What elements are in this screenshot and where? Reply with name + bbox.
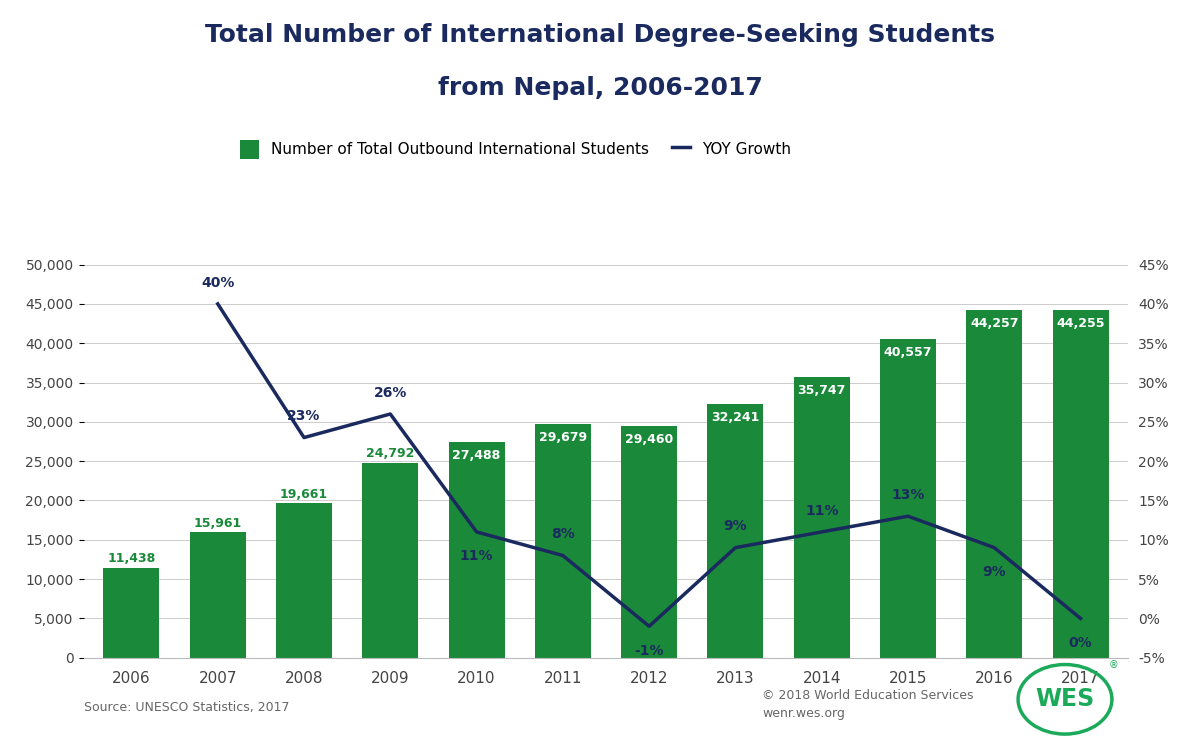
Text: 27,488: 27,488 (452, 448, 500, 462)
Text: 11%: 11% (805, 503, 839, 518)
Bar (880, 339, 936, 658)
Text: 26%: 26% (373, 386, 407, 400)
Text: wenr.wes.org: wenr.wes.org (762, 707, 845, 720)
Text: 11,438: 11,438 (107, 553, 156, 565)
Text: from Nepal, 2006-2017: from Nepal, 2006-2017 (438, 76, 762, 100)
Bar (276, 503, 332, 658)
Text: 44,255: 44,255 (1056, 317, 1105, 330)
Text: Source: UNESCO Statistics, 2017: Source: UNESCO Statistics, 2017 (84, 702, 289, 714)
Text: 40,557: 40,557 (883, 346, 932, 359)
Text: 40%: 40% (202, 276, 234, 290)
Bar (535, 424, 590, 658)
Bar (793, 376, 850, 658)
Text: 44,257: 44,257 (970, 317, 1019, 330)
Text: 32,241: 32,241 (712, 411, 760, 424)
Text: -1%: -1% (635, 643, 664, 658)
Bar (103, 568, 160, 658)
Bar (1052, 310, 1109, 658)
Text: 8%: 8% (551, 528, 575, 541)
Bar (622, 426, 677, 658)
Bar (966, 310, 1022, 658)
Bar (190, 532, 246, 658)
Text: Total Number of International Degree-Seeking Students: Total Number of International Degree-See… (205, 23, 995, 47)
Text: 9%: 9% (983, 565, 1006, 579)
Text: 29,679: 29,679 (539, 432, 587, 445)
Text: 11%: 11% (460, 549, 493, 563)
Bar (707, 404, 763, 658)
Text: WES: WES (1036, 687, 1094, 711)
Text: © 2018 World Education Services: © 2018 World Education Services (762, 689, 973, 702)
Text: 29,460: 29,460 (625, 433, 673, 446)
Text: 19,661: 19,661 (280, 488, 328, 500)
Bar (449, 442, 505, 658)
Legend: Number of Total Outbound International Students, YOY Growth: Number of Total Outbound International S… (240, 140, 792, 159)
Text: ®: ® (1109, 661, 1118, 671)
Bar (362, 463, 419, 658)
Text: 15,961: 15,961 (193, 517, 242, 530)
Text: 13%: 13% (892, 488, 925, 502)
Text: 35,747: 35,747 (798, 384, 846, 397)
Text: 0%: 0% (1069, 636, 1092, 649)
Text: 23%: 23% (287, 410, 320, 423)
Text: 9%: 9% (724, 519, 748, 534)
Text: 24,792: 24,792 (366, 448, 414, 460)
